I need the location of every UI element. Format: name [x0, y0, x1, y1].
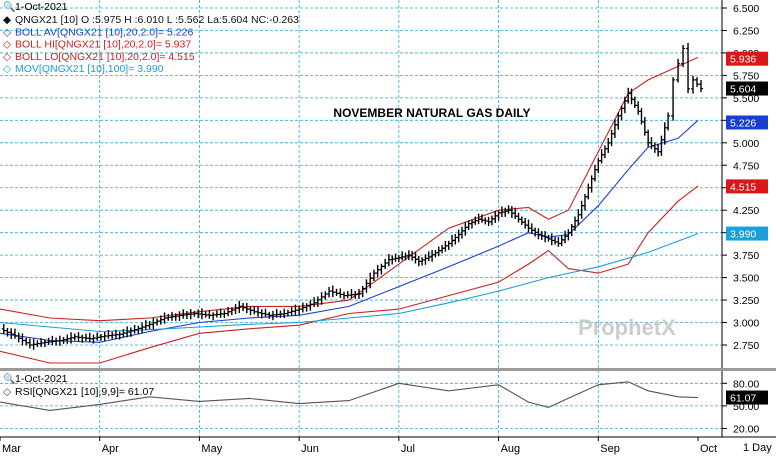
y-tick-label: 3.250 — [733, 295, 759, 307]
zoom-icon[interactable]: 🔍 — [3, 0, 15, 13]
legend-marker: ◇ — [3, 26, 12, 38]
legend-marker: ◇ — [3, 51, 12, 63]
price-bars-layer — [1, 42, 703, 350]
chart-title: NOVEMBER NATURAL GAS DAILY — [333, 106, 530, 120]
panel-separator — [0, 368, 776, 371]
legend-marker: ◇ — [3, 63, 12, 75]
y-tick-label: 2.750 — [733, 340, 759, 352]
x-tick-label: Jun — [301, 443, 319, 455]
rsi-y-tick-label: 80.00 — [733, 378, 759, 390]
x-tick-label: Oct — [700, 443, 717, 455]
legend-entry: MOV[QNGX21 [10],100]= 3.990 — [15, 63, 164, 75]
price-tag-label: 3.990 — [730, 229, 756, 241]
price-tag-label: 4.515 — [730, 181, 756, 193]
legend-entry: QNGX21 [10] O :5.975 H :6.010 L :5.562 L… — [15, 14, 299, 26]
legend: ◆ QNGX21 [10] O :5.975 H :6.010 L :5.562 … — [3, 14, 299, 75]
price-tag-box — [726, 179, 768, 194]
y-tick-label: 5.750 — [733, 70, 759, 82]
price-tag-box — [726, 51, 768, 66]
x-tick-label: Aug — [501, 443, 521, 455]
rsi-series-layer — [0, 381, 699, 411]
price-tag-label: 5.226 — [730, 117, 756, 129]
rsi-value-tag: 61.07 — [726, 390, 768, 405]
rsi-zoom-icon[interactable]: 🔍 — [3, 372, 15, 385]
series-boll-lo — [0, 185, 699, 364]
price-tag-box — [726, 115, 768, 130]
rsi-tag-box — [726, 390, 768, 405]
rsi-legend-text: RSI[QNGX21 [10],9,9]= 61.07 — [15, 386, 154, 398]
legend-entry: BOLL LO[QNGX21 [10],20,2.0]= 4.515 — [15, 51, 195, 63]
y-tick-label: 3.000 — [733, 318, 759, 330]
price-tag-box — [726, 81, 768, 96]
rsi-line — [0, 381, 699, 411]
legend-entry: BOLL AV[QNGX21 [10],20,2.0]= 5.226 — [15, 26, 193, 38]
series-boll-hi — [0, 56, 699, 322]
rsi-date-label: 1-Oct-2021 — [15, 373, 68, 385]
date-label: 1-Oct-2021 — [15, 1, 68, 13]
legend-entry: BOLL HI[QNGX21 [10],20,2.0]= 5.937 — [15, 39, 191, 51]
rsi-y-tick-label: 20.00 — [733, 423, 759, 435]
y-tick-label: 5.000 — [733, 138, 759, 150]
price-tag-label: 5.604 — [730, 84, 756, 96]
price-tag-label: 5.936 — [730, 54, 756, 66]
gridlines — [0, 0, 722, 437]
y-tick-label: 4.250 — [733, 205, 759, 217]
x-tick-label: Mar — [2, 443, 21, 455]
legend-marker: ◆ — [3, 14, 12, 26]
rsi-tag-label: 61.07 — [730, 393, 756, 405]
y-tick-label: 3.500 — [733, 273, 759, 285]
series-boll-av — [0, 119, 699, 343]
y-tick-label: 6.250 — [733, 25, 759, 37]
x-tick-label: May — [201, 443, 222, 455]
price-tag-box — [726, 226, 768, 241]
rsi-legend-marker: ◇ — [3, 386, 12, 398]
y-tick-label: 4.750 — [733, 160, 759, 172]
y-tick-label: 5.500 — [733, 93, 759, 105]
watermark: ProphetX — [578, 315, 676, 340]
time-range-button[interactable]: 1 Day — [743, 442, 772, 454]
y-tick-label: 6.500 — [733, 3, 759, 15]
price-tags: 5.936 5.604 5.226 4.515 3.990 — [726, 51, 768, 241]
x-tick-label: Jul — [401, 443, 415, 455]
y-tick-label: 3.750 — [733, 250, 759, 262]
x-axis-ticks: Mar Apr May Jun Jul Aug Sep Oct — [0, 437, 717, 455]
x-tick-label: Apr — [102, 443, 119, 455]
x-axis-background — [0, 437, 776, 456]
rsi-gridlines — [0, 382, 722, 429]
x-tick-label: Sep — [600, 443, 620, 455]
legend-marker: ◇ — [3, 39, 12, 51]
